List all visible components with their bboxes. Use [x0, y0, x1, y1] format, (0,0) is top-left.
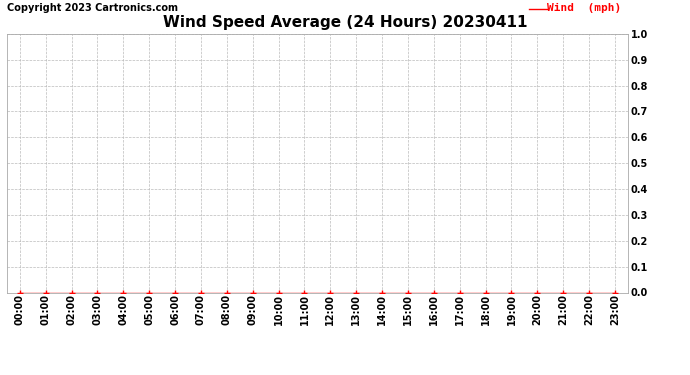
- Text: Wind Speed Average (24 Hours) 20230411: Wind Speed Average (24 Hours) 20230411: [163, 15, 527, 30]
- Text: Wind  (mph): Wind (mph): [547, 3, 622, 13]
- Text: Copyright 2023 Cartronics.com: Copyright 2023 Cartronics.com: [7, 3, 178, 13]
